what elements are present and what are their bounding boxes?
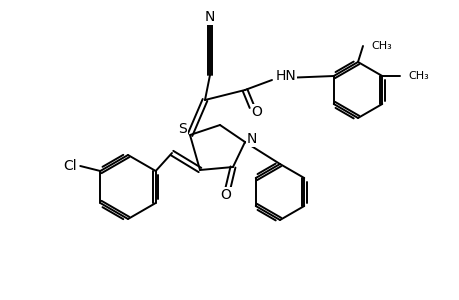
Text: O: O xyxy=(220,188,231,202)
Text: N: N xyxy=(246,132,257,146)
Text: HN: HN xyxy=(275,69,296,83)
Text: O: O xyxy=(251,105,262,119)
Text: S: S xyxy=(178,122,187,136)
Text: CH₃: CH₃ xyxy=(407,71,428,81)
Text: N: N xyxy=(204,10,215,24)
Text: CH₃: CH₃ xyxy=(370,41,391,51)
Text: Cl: Cl xyxy=(63,159,77,173)
